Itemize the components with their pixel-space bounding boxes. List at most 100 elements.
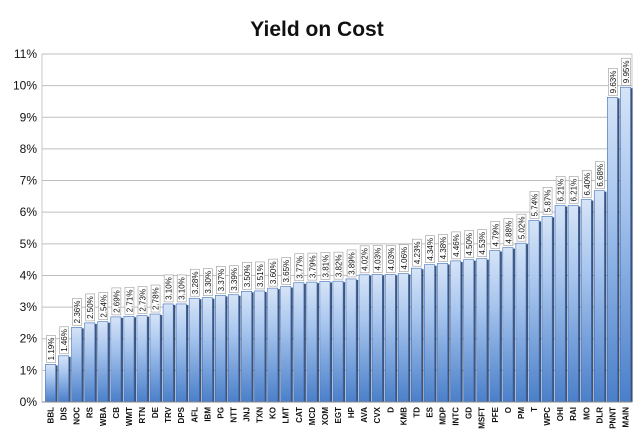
x-tick-label: HP bbox=[347, 406, 356, 418]
bar-es bbox=[424, 264, 435, 403]
data-label-box bbox=[412, 238, 422, 267]
y-tick-label: 3% bbox=[20, 300, 38, 314]
x-tick-kmb: KMB bbox=[399, 407, 408, 425]
data-label-mdp: 4.38% bbox=[438, 234, 448, 262]
bar-t bbox=[528, 220, 540, 403]
bar-rs bbox=[84, 322, 96, 403]
x-tick-rs: RS bbox=[86, 406, 95, 418]
data-label-noc: 2.36% bbox=[72, 298, 82, 326]
x-tick-rai: RAI bbox=[569, 407, 578, 421]
data-label-box bbox=[281, 257, 292, 285]
y-tick-label: 4% bbox=[20, 268, 38, 282]
x-tick-pm: PM bbox=[517, 407, 526, 419]
data-label-text: 3.10% bbox=[165, 277, 174, 300]
x-tick-label: XOM bbox=[321, 407, 330, 426]
x-tick-label: JNJ bbox=[243, 407, 252, 422]
data-label-jnj: 3.50% bbox=[242, 261, 252, 290]
data-label-text: 2.50% bbox=[86, 296, 95, 319]
bar-de bbox=[149, 313, 161, 403]
x-tick-label: ES bbox=[425, 406, 434, 417]
data-label-de: 2.78% bbox=[150, 284, 161, 313]
bar-rtn bbox=[136, 315, 148, 403]
data-label-box bbox=[294, 253, 305, 282]
x-tick-label: DIS bbox=[60, 406, 69, 420]
data-label-text: 6.68% bbox=[596, 164, 605, 187]
data-label-box bbox=[46, 335, 56, 363]
data-label-box bbox=[542, 186, 553, 215]
bar-lmt bbox=[280, 286, 292, 403]
x-tick-lmt: LMT bbox=[282, 407, 291, 424]
data-label-box bbox=[268, 258, 278, 287]
data-label-text: 5.87% bbox=[544, 190, 553, 213]
x-tick-label: TXN bbox=[256, 407, 265, 423]
data-label-dps: 3.10% bbox=[176, 274, 187, 303]
x-tick-wba: WBA bbox=[99, 407, 108, 426]
x-tick-ohi: OHI bbox=[556, 407, 565, 421]
data-label-text: 3.89% bbox=[348, 252, 357, 275]
data-label-intc: 4.46% bbox=[451, 231, 461, 260]
bar-txn bbox=[254, 290, 265, 403]
x-tick-label: CVX bbox=[373, 406, 382, 423]
data-label-text: 4.79% bbox=[491, 224, 500, 247]
x-tick-pg: PG bbox=[216, 407, 225, 419]
x-tick-label: DE bbox=[151, 406, 160, 418]
y-tick-label: 0% bbox=[20, 395, 38, 409]
data-label-box bbox=[516, 213, 527, 242]
x-tick-txn: TXN bbox=[256, 407, 265, 423]
data-label-box bbox=[59, 326, 69, 355]
x-tick-jnj: JNJ bbox=[243, 407, 252, 422]
x-tick-label: RS bbox=[86, 406, 95, 418]
data-label-box bbox=[346, 249, 357, 278]
data-label-ava: 4.02% bbox=[359, 245, 370, 274]
x-tick-dis: DIS bbox=[60, 406, 69, 420]
x-tick-label: IBM bbox=[203, 407, 212, 422]
x-tick-xom: XOM bbox=[321, 407, 330, 426]
data-label-msft: 4.53% bbox=[477, 229, 487, 257]
data-label-box bbox=[176, 274, 187, 303]
x-tick-dlr: DLR bbox=[595, 407, 604, 424]
y-tick-label: 8% bbox=[20, 142, 38, 156]
data-label-hp: 3.89% bbox=[346, 249, 357, 278]
data-label-box bbox=[490, 221, 501, 249]
x-tick-dps: DPS bbox=[177, 406, 186, 423]
bar-td bbox=[411, 267, 422, 403]
x-tick-label: RTN bbox=[138, 407, 147, 424]
x-tick-label: MDP bbox=[439, 406, 448, 424]
data-label-text: 2.69% bbox=[112, 290, 121, 313]
x-tick-cvx: CVX bbox=[373, 406, 382, 423]
bar-cat bbox=[293, 282, 305, 403]
data-label-box bbox=[72, 298, 82, 326]
x-tick-o: O bbox=[504, 407, 513, 413]
x-tick-label: WMT bbox=[125, 407, 134, 426]
data-label-text: 4.46% bbox=[452, 234, 461, 257]
data-label-box bbox=[98, 292, 109, 320]
data-label-rai: 6.21% bbox=[568, 176, 579, 204]
data-label-dis: 1.46% bbox=[59, 326, 69, 355]
x-tick-bbl: BBL bbox=[47, 407, 56, 424]
data-label-gd: 4.50% bbox=[464, 230, 474, 258]
x-tick-label: PNNT bbox=[608, 407, 617, 429]
x-tick-msft: MSFT bbox=[478, 407, 487, 429]
y-tick-label: 5% bbox=[20, 237, 38, 251]
x-tick-label: INTC bbox=[452, 407, 461, 426]
data-label-box bbox=[229, 265, 239, 294]
data-label-text: 3.37% bbox=[217, 269, 226, 292]
bar-pfe bbox=[489, 250, 501, 403]
x-tick-label: MCD bbox=[308, 407, 317, 425]
data-label-box bbox=[85, 293, 96, 322]
x-tick-mdp: MDP bbox=[439, 406, 448, 424]
x-tick-label: T bbox=[530, 407, 539, 412]
x-tick-label: TD bbox=[412, 407, 421, 418]
y-tick-label: 7% bbox=[20, 174, 38, 188]
data-labels: 1.19% 1.46% 2.36% 2.50% 2.54% 2.69% 2.71% 2.73%… bbox=[46, 57, 631, 363]
x-tick-wpc: WPC bbox=[543, 407, 552, 426]
x-tick-label: TRV bbox=[164, 406, 173, 423]
data-label-mo: 6.40% bbox=[581, 170, 592, 198]
data-label-mcd: 3.79% bbox=[307, 252, 317, 281]
x-tick-hp: HP bbox=[347, 406, 356, 418]
x-tick-label: WPC bbox=[543, 407, 552, 426]
bar-trv bbox=[162, 303, 174, 403]
data-label-xom: 3.81% bbox=[320, 252, 330, 280]
data-label-ntt: 3.39% bbox=[229, 265, 239, 294]
